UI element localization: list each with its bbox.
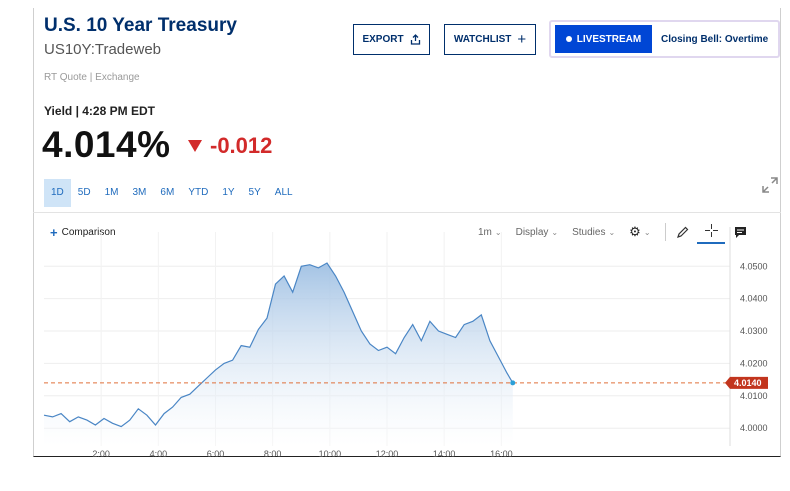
y-tick-label: 4.0200 bbox=[740, 358, 768, 368]
symbol-label: US10Y:Tradeweb bbox=[44, 41, 162, 58]
share-icon bbox=[410, 34, 420, 45]
chart-area bbox=[33, 212, 781, 458]
closing-bell-link[interactable]: Closing Bell: Overtime bbox=[661, 33, 769, 45]
down-arrow-icon bbox=[188, 140, 202, 152]
expand-icon[interactable] bbox=[761, 176, 779, 194]
quote-source: RT Quote | Exchange bbox=[44, 72, 140, 83]
x-tick-label: 10:00 bbox=[319, 449, 342, 459]
active-tool-indicator bbox=[696, 242, 725, 244]
x-tick-label: 16:00 bbox=[490, 449, 513, 459]
last-value-badge bbox=[725, 376, 768, 389]
chart-toolbar: 1m ⌄ Display ⌄ Studies ⌄ ⚙ ⌄ bbox=[478, 223, 747, 244]
yield-timestamp: Yield | 4:28 PM EDT bbox=[44, 104, 155, 118]
x-tick-label: 12:00 bbox=[376, 449, 399, 459]
livestream-banner[interactable]: LIVESTREAM Closing Bell: Overtime bbox=[549, 20, 780, 58]
x-tick-label: 6:00 bbox=[207, 449, 225, 459]
livestream-label: LIVESTREAM bbox=[576, 33, 642, 45]
x-tick-label: 8:00 bbox=[264, 449, 282, 459]
live-dot-icon bbox=[565, 36, 572, 42]
range-5y[interactable]: 5Y bbox=[248, 187, 261, 198]
last-value-label: 4.0140 bbox=[734, 378, 762, 388]
display-dropdown[interactable]: Display ⌄ bbox=[516, 227, 559, 238]
change-value: -0.012 bbox=[210, 133, 273, 158]
comparison-label: Comparison bbox=[61, 227, 116, 238]
page-title: U.S. 10 Year Treasury bbox=[44, 15, 237, 36]
range-selector: 1D 5D 1M 3M 6M YTD 1Y 5Y ALL bbox=[44, 179, 300, 207]
studies-dropdown[interactable]: Studies ⌄ bbox=[572, 227, 615, 238]
range-1y[interactable]: 1Y bbox=[222, 187, 235, 198]
y-tick-label: 4.0300 bbox=[740, 326, 768, 336]
range-5d[interactable]: 5D bbox=[77, 187, 91, 198]
series-line bbox=[43, 262, 514, 428]
area-fill bbox=[44, 263, 513, 446]
y-tick-label: 4.0400 bbox=[740, 294, 768, 304]
livestream-button[interactable]: LIVESTREAM bbox=[555, 25, 652, 53]
toolbar-divider bbox=[664, 223, 666, 241]
plus-icon: + bbox=[517, 31, 527, 48]
last-price: 4.014% bbox=[42, 124, 171, 165]
plus-icon: + bbox=[50, 225, 58, 240]
x-tick-label: 2:00 bbox=[92, 449, 110, 459]
x-tick-label: 14:00 bbox=[433, 449, 456, 459]
comparison-button[interactable]: + Comparison bbox=[50, 225, 116, 240]
range-1m[interactable]: 1M bbox=[104, 187, 119, 198]
range-3m[interactable]: 3M bbox=[132, 187, 147, 198]
interval-dropdown[interactable]: 1m ⌄ bbox=[478, 227, 502, 238]
export-label: EXPORT bbox=[362, 34, 404, 45]
price-change: -0.012 bbox=[188, 133, 272, 159]
range-ytd[interactable]: YTD bbox=[188, 187, 209, 198]
range-all[interactable]: ALL bbox=[274, 187, 293, 198]
chevron-down-icon: ⌄ bbox=[494, 227, 502, 237]
crosshair-icon bbox=[704, 224, 718, 237]
watchlist-label: WATCHLIST bbox=[453, 34, 512, 45]
watchlist-button[interactable]: WATCHLIST + bbox=[444, 24, 536, 55]
last-point-marker bbox=[510, 380, 516, 386]
chevron-down-icon: ⌄ bbox=[643, 227, 651, 237]
display-label: Display bbox=[515, 226, 549, 238]
export-button[interactable]: EXPORT bbox=[353, 24, 430, 55]
chevron-down-icon: ⌄ bbox=[608, 227, 616, 237]
y-tick-label: 4.0100 bbox=[740, 391, 768, 401]
draw-pencil-icon[interactable] bbox=[676, 226, 689, 239]
range-6m[interactable]: 6M bbox=[160, 187, 175, 198]
studies-label: Studies bbox=[572, 226, 606, 238]
range-1d[interactable]: 1D bbox=[44, 179, 71, 207]
y-tick-label: 4.0500 bbox=[740, 261, 768, 271]
settings-dropdown[interactable]: ⚙ ⌄ bbox=[629, 224, 650, 240]
x-tick-label: 4:00 bbox=[150, 449, 168, 459]
gear-icon: ⚙ bbox=[629, 224, 641, 239]
interval-label: 1m bbox=[478, 226, 492, 238]
chevron-down-icon: ⌄ bbox=[551, 227, 559, 237]
quote-panel-frame bbox=[33, 8, 781, 457]
y-tick-label: 4.0000 bbox=[740, 423, 768, 433]
crosshair-tool[interactable] bbox=[696, 224, 725, 244]
comment-icon[interactable] bbox=[734, 226, 747, 239]
